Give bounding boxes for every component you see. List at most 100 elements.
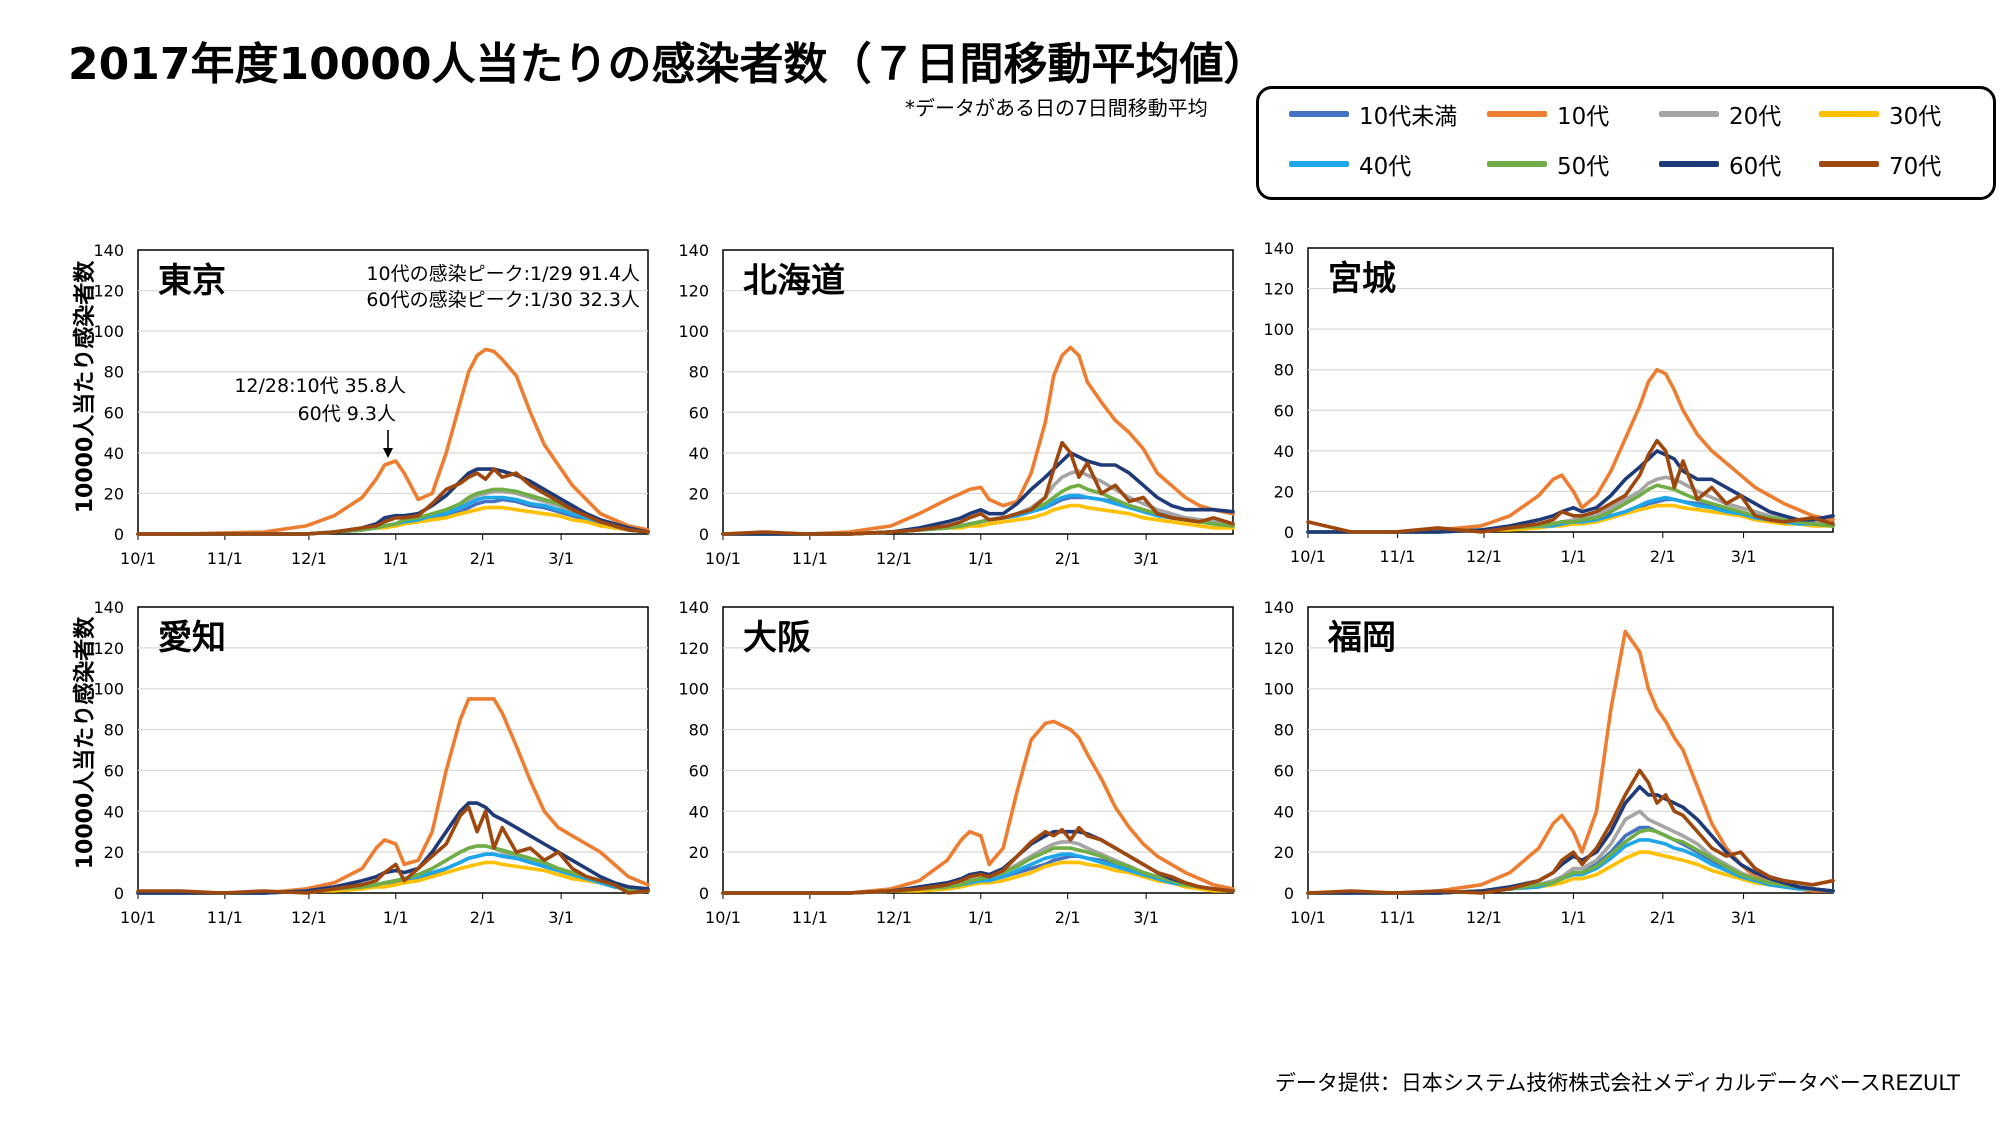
annotation-60s-peak: 60代の感染ピーク:1/30 32.3人	[366, 289, 640, 311]
page-title: 2017年度10000人当たりの感染者数（７日間移動平均値）	[68, 39, 1268, 90]
chart-title: 東京	[158, 261, 226, 301]
legend-swatch	[1819, 161, 1879, 167]
x-tick-label: 11/1	[1379, 908, 1415, 927]
legend-item-50s: 50代	[1487, 149, 1610, 180]
chart-title: 大阪	[743, 618, 811, 658]
y-tick-label: 100	[678, 680, 709, 699]
y-tick-label: 20	[1274, 482, 1294, 501]
x-tick-label: 11/1	[207, 908, 243, 927]
y-tick-label: 100	[93, 322, 124, 341]
legend-label: 10代	[1557, 104, 1610, 130]
y-tick-label: 60	[104, 761, 124, 780]
y-tick-label: 80	[104, 721, 124, 740]
chart-title: 福岡	[1327, 618, 1396, 658]
y-tick-label: 140	[93, 241, 124, 260]
x-tick-label: 1/1	[1561, 547, 1587, 566]
x-tick-label: 3/1	[1731, 547, 1757, 566]
y-tick-label: 40	[1274, 802, 1294, 821]
y-tick-label: 140	[678, 241, 709, 260]
x-tick-label: 10/1	[705, 549, 741, 568]
y-tick-label: 0	[699, 884, 709, 903]
x-tick-label: 10/1	[705, 908, 741, 927]
legend-label: 40代	[1359, 154, 1412, 180]
legend-swatch	[1289, 111, 1349, 117]
legend-swatch	[1659, 111, 1719, 117]
legend-swatch	[1659, 161, 1719, 167]
y-tick-label: 60	[689, 403, 709, 422]
chart-title: 北海道	[743, 261, 845, 301]
x-tick-label: 2/1	[1650, 908, 1676, 927]
legend-label: 50代	[1557, 154, 1610, 180]
legend-label: 70代	[1889, 154, 1942, 180]
chart-title: 宮城	[1328, 259, 1396, 299]
y-tick-label: 140	[1263, 598, 1294, 617]
y-tick-label: 20	[689, 843, 709, 862]
y-tick-label: 20	[104, 484, 124, 503]
chart-panel: 0 20 40 60 80 100 120 140 10/1 11/1 12/1 1/1 2/1 3/1 北…	[678, 241, 1235, 568]
plot-area	[1307, 606, 1834, 894]
x-tick-label: 2/1	[1055, 549, 1081, 568]
x-tick-label: 1/1	[383, 549, 409, 568]
x-tick-label: 12/1	[876, 908, 912, 927]
y-tick-label: 60	[1274, 761, 1294, 780]
legend: 10代未満 10代 20代 30代 40代 50代 60代 70代	[1256, 86, 1996, 200]
series-line	[721, 719, 1235, 895]
legend-label: 20代	[1729, 104, 1782, 130]
legend-item-60s: 60代	[1659, 149, 1781, 180]
x-tick-label: 3/1	[1731, 908, 1757, 927]
annotation-10s-peak: 10代の感染ピーク:1/29 91.4人	[366, 263, 640, 285]
series-line	[721, 440, 1235, 536]
x-tick-label: 12/1	[1466, 547, 1502, 566]
series-line	[721, 345, 1235, 536]
x-tick-label: 3/1	[548, 908, 574, 927]
x-tick-label: 3/1	[1133, 908, 1159, 927]
legend-swatch	[1487, 161, 1547, 167]
y-tick-label: 120	[93, 282, 124, 301]
x-tick-label: 12/1	[1466, 908, 1502, 927]
annotation-arrowhead	[383, 448, 393, 458]
x-tick-label: 2/1	[470, 549, 496, 568]
y-tick-label: 80	[689, 721, 709, 740]
x-tick-label: 12/1	[291, 549, 327, 568]
y-tick-label: 100	[678, 322, 709, 341]
x-tick-label: 12/1	[876, 549, 912, 568]
series-line	[136, 801, 650, 895]
x-tick-label: 1/1	[968, 908, 994, 927]
y-tick-label: 140	[678, 598, 709, 617]
y-tick-label: 40	[1274, 442, 1294, 461]
x-tick-label: 10/1	[1290, 908, 1326, 927]
x-tick-label: 1/1	[1561, 908, 1587, 927]
chart-title: 愛知	[158, 618, 226, 658]
series-line	[136, 467, 650, 536]
series-line	[1306, 438, 1835, 534]
chart-panel: 0 20 40 60 80 100 120 140 10/1 11/1 12/1 1/1 2/1 3/1 東…	[93, 241, 650, 568]
y-tick-label: 140	[1263, 239, 1294, 258]
x-tick-label: 11/1	[207, 549, 243, 568]
y-tick-label: 20	[689, 484, 709, 503]
y-tick-label: 140	[93, 598, 124, 617]
y-tick-label: 0	[1284, 884, 1294, 903]
annotation-1228-60s: 60代 9.3人	[298, 403, 396, 425]
x-tick-label: 10/1	[120, 549, 156, 568]
y-tick-label: 40	[104, 802, 124, 821]
y-tick-label: 40	[689, 444, 709, 463]
y-tick-label: 100	[1263, 680, 1294, 699]
y-tick-label: 80	[1274, 721, 1294, 740]
x-tick-label: 10/1	[1290, 547, 1326, 566]
y-tick-label: 0	[114, 525, 124, 544]
y-tick-label: 20	[1274, 843, 1294, 862]
y-tick-label: 60	[689, 761, 709, 780]
y-tick-label: 60	[104, 403, 124, 422]
annotation-1228-10s: 12/28:10代 35.8人	[234, 375, 406, 397]
y-tick-label: 20	[104, 843, 124, 862]
series-line	[136, 347, 650, 536]
chart-panel: 0 20 40 60 80 100 120 140 10/1 11/1 12/1 1/1 2/1 3/1 宮…	[1263, 239, 1835, 566]
y-tick-label: 80	[104, 363, 124, 382]
plot-area	[137, 249, 649, 535]
y-tick-label: 120	[93, 639, 124, 658]
legend-label: 30代	[1889, 104, 1942, 130]
legend-swatch	[1487, 111, 1547, 117]
x-tick-label: 10/1	[120, 908, 156, 927]
chart-panel: 0 20 40 60 80 100 120 140 10/1 11/1 12/1 1/1 2/1 3/1 愛…	[93, 598, 650, 927]
